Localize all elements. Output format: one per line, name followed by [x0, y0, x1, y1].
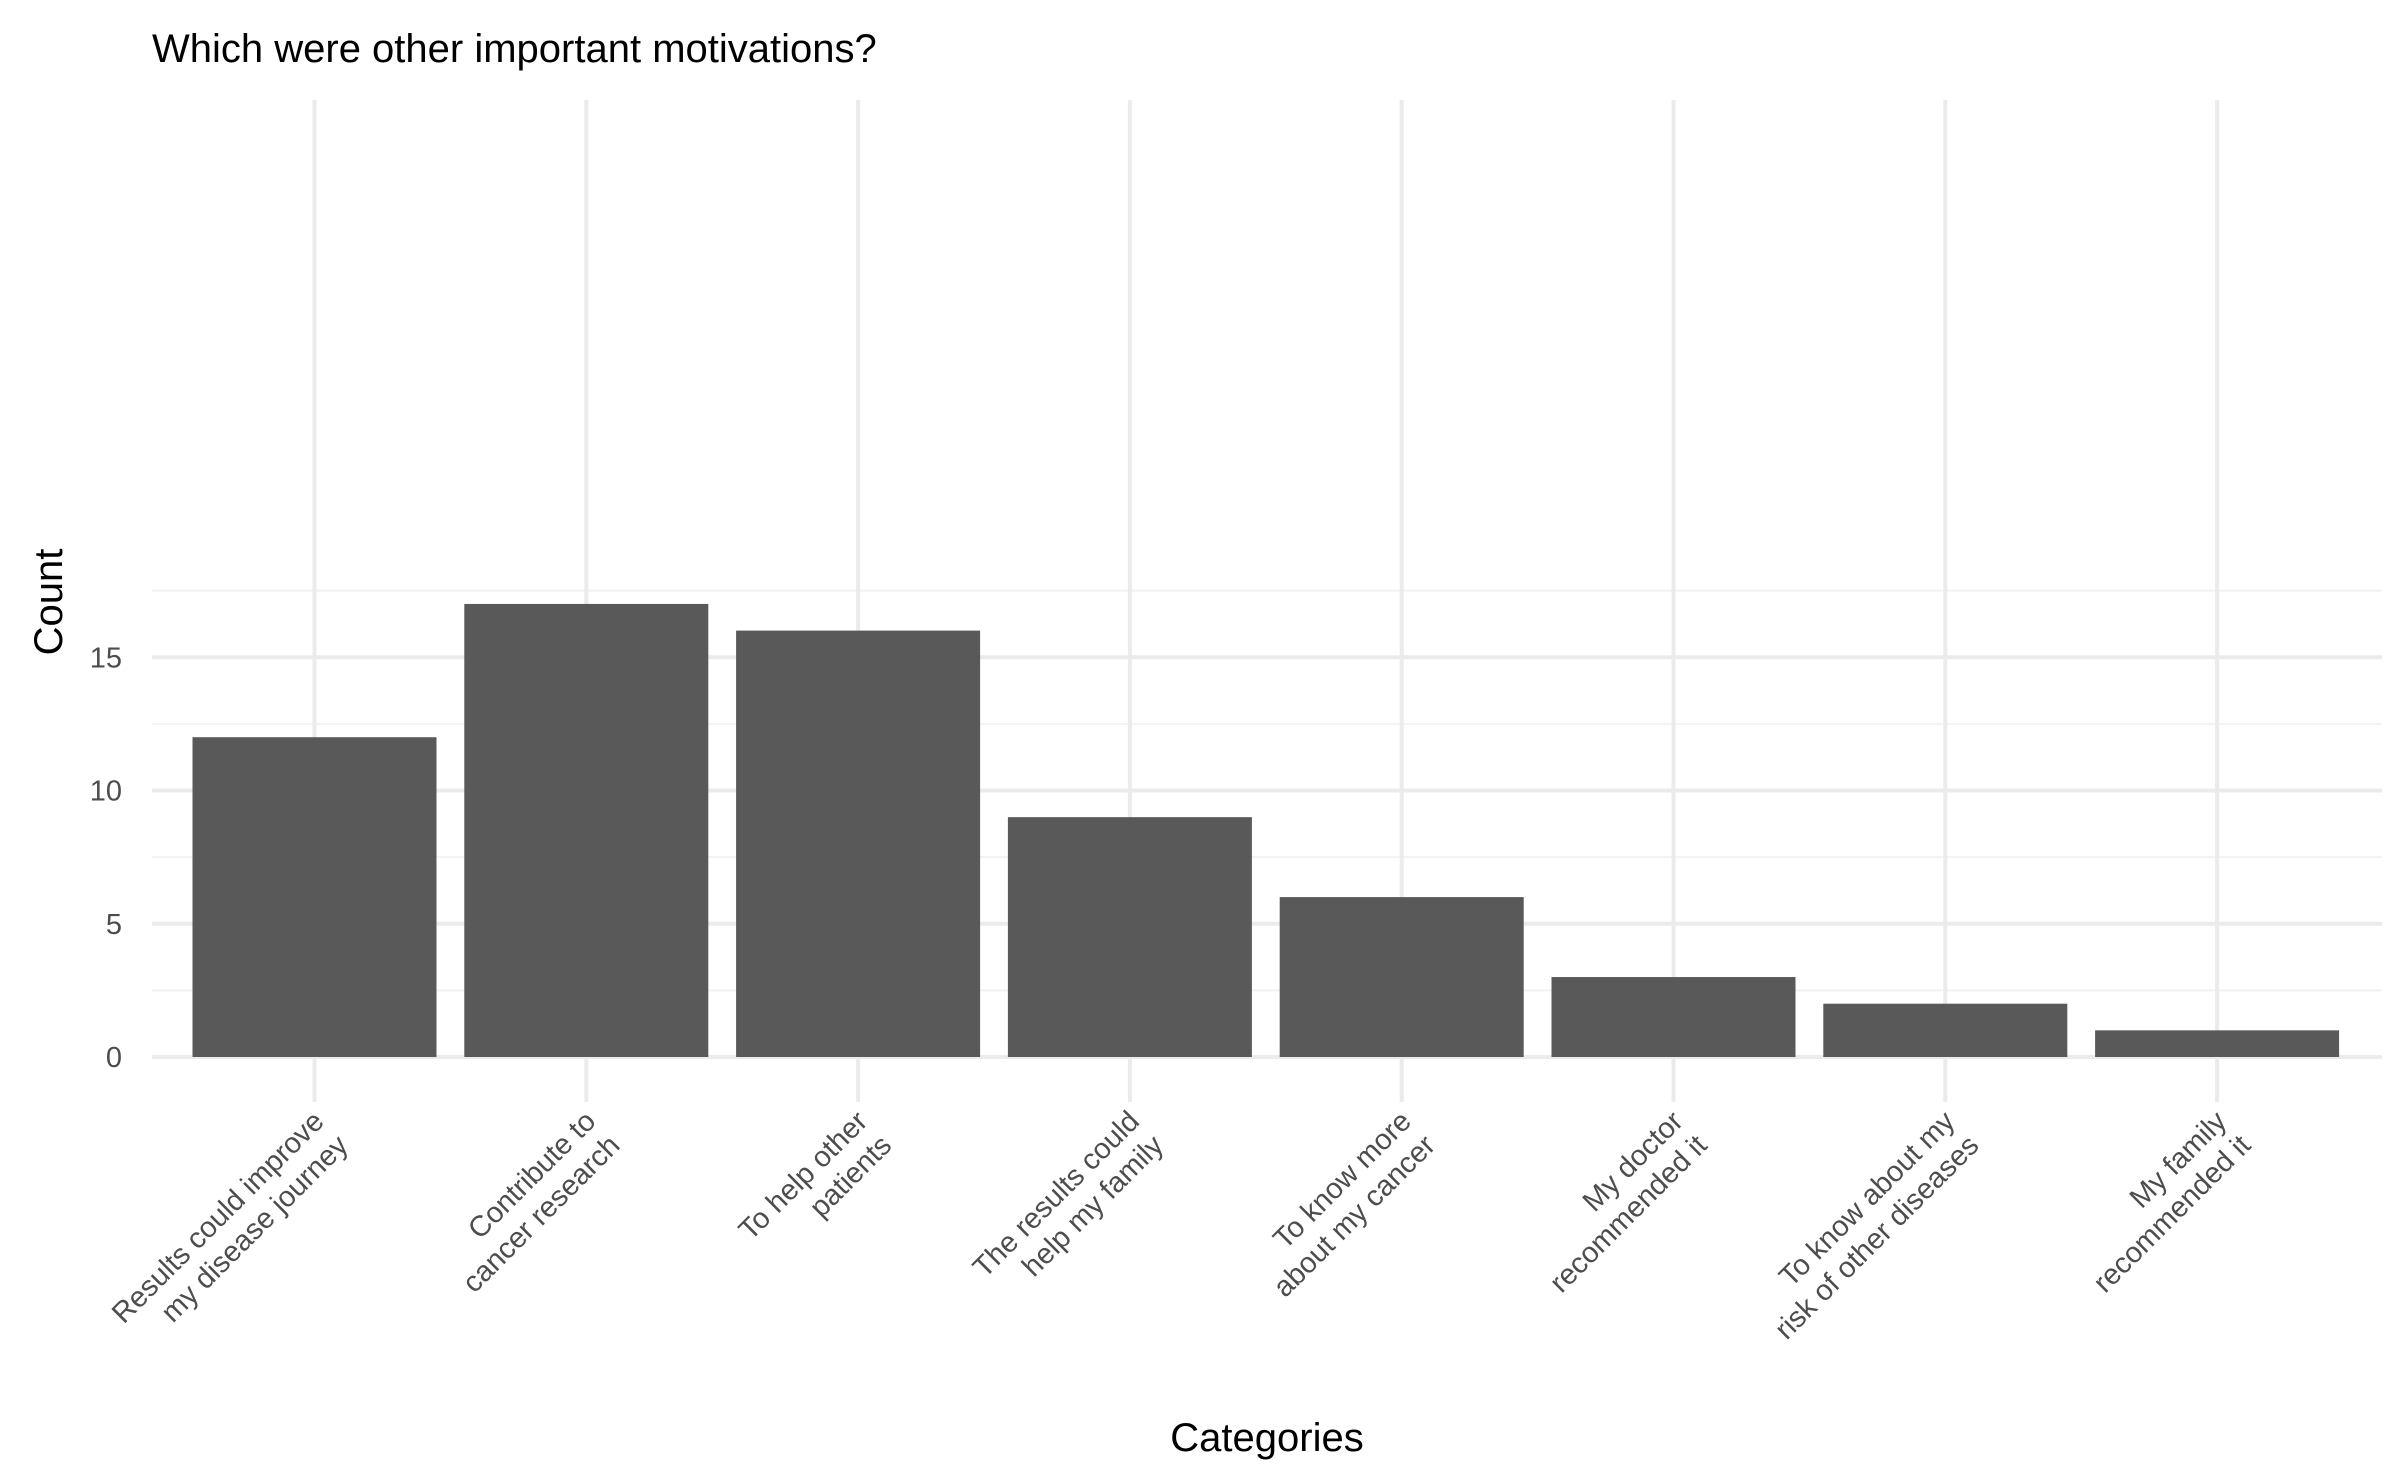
x-axis-ticks: Results could improvemy disease journey C… [106, 1105, 2257, 1354]
x-axis-title: Categories [1170, 1416, 1363, 1460]
bar [1007, 817, 1252, 1057]
bar [464, 603, 709, 1057]
y-tick-label: 15 [90, 642, 122, 674]
x-tick-label: My familyrecommended it [2063, 1105, 2257, 1299]
bar [2095, 1030, 2340, 1057]
x-tick-label: The results couldhelp my family [967, 1105, 1170, 1308]
bar [1823, 1003, 2068, 1057]
y-tick-label: 10 [90, 776, 122, 808]
x-tick-label: To know moreabout my cancer [1243, 1105, 1442, 1304]
y-tick-label: 0 [106, 1042, 122, 1074]
bar [1551, 977, 1796, 1057]
bar [736, 630, 981, 1057]
x-tick-label: Results could improvemy disease journey [106, 1105, 355, 1354]
bars [192, 603, 2340, 1057]
y-axis-title: Count [27, 549, 71, 656]
bar [1279, 897, 1524, 1057]
y-tick-label: 5 [106, 909, 122, 941]
x-tick-label: To help otherpatients [733, 1105, 898, 1270]
chart-title: Which were other important motivations? [152, 27, 877, 71]
x-tick-label: My doctorrecommended it [1520, 1105, 1714, 1299]
y-axis-ticks: 0 5 10 15 [90, 642, 122, 1074]
x-tick-label: To know about myrisk of other diseases [1745, 1105, 1986, 1346]
x-tick-label: Contribute tocancer research [433, 1105, 627, 1299]
bar [192, 737, 437, 1057]
